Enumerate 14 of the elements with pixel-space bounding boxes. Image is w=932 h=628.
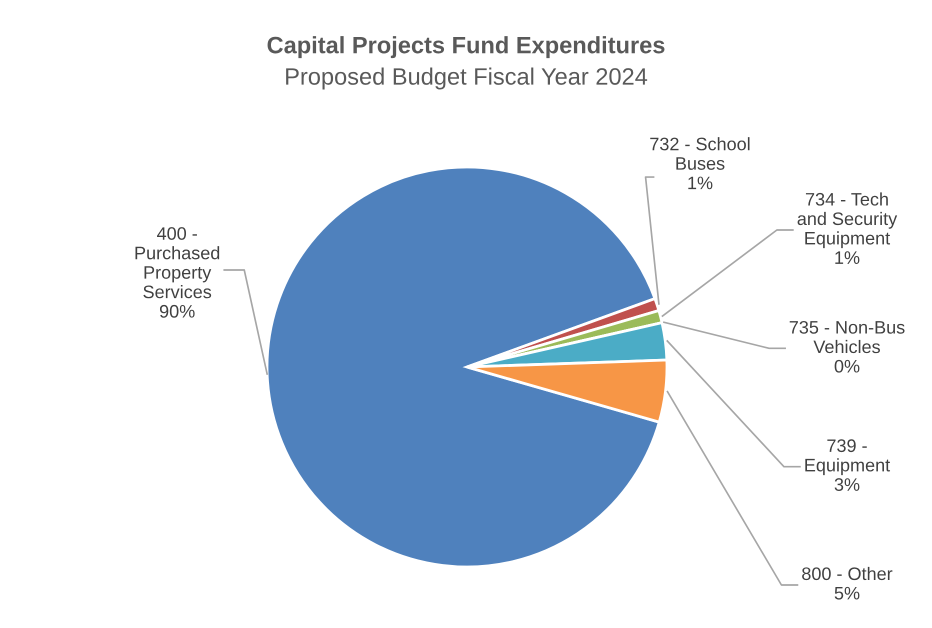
chart-title: Capital Projects Fund Expenditures [268,36,664,58]
slice-label: 732 - School Buses [650,137,750,170]
slice-label: 739 - Equipment [805,439,890,476]
slice-label: 800 - Other [802,566,892,580]
slice-label: 734 - Tech and Security Equipment [798,192,898,248]
data-label: 1% [835,251,860,264]
slice-label: 400 - Purchased Property Services [136,227,220,298]
data-label: 3% [834,478,860,491]
data-label: 5% [834,586,860,600]
category-label: 735 - Non-Bus Vehicles [790,320,905,354]
chart-subtitle: Proposed Budget Fiscal Year 2024 [286,67,648,90]
data-label: 1% [688,176,712,190]
text: 0% [834,360,860,373]
data-label: 90% [160,304,195,318]
